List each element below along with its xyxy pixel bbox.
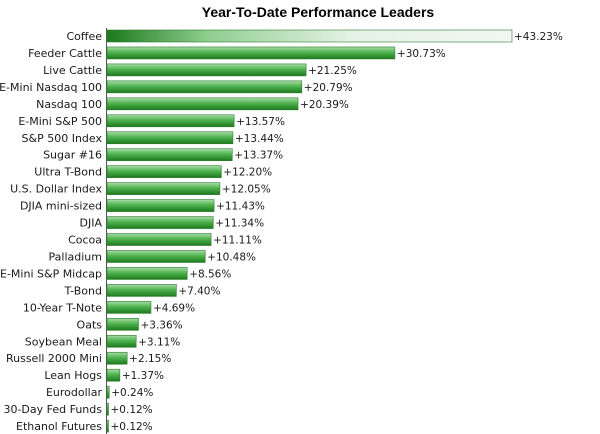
category-label: DJIA bbox=[80, 217, 103, 230]
category-label: Cocoa bbox=[68, 234, 102, 247]
bar-9 bbox=[106, 165, 222, 178]
bar-12 bbox=[106, 216, 214, 229]
value-label: +4.69% bbox=[153, 302, 195, 314]
category-label: Coffee bbox=[66, 30, 102, 43]
value-label: +12.05% bbox=[222, 184, 271, 196]
bar-20 bbox=[106, 351, 128, 365]
category-label: E-Mini S&P Midcap bbox=[0, 267, 102, 280]
category-label: S&P 500 Index bbox=[22, 132, 103, 145]
value-label: +0.12% bbox=[111, 421, 153, 433]
value-label: +0.24% bbox=[111, 387, 153, 399]
value-label: +13.57% bbox=[236, 116, 285, 128]
category-label: 10-Year T-Note bbox=[23, 301, 102, 314]
bar-5 bbox=[106, 97, 299, 111]
category-label: Nasdaq 100 bbox=[36, 98, 102, 111]
category-label: Eurodollar bbox=[46, 386, 102, 399]
bar-7 bbox=[106, 131, 234, 145]
bar-8 bbox=[106, 148, 233, 162]
bar-2 bbox=[106, 46, 396, 60]
value-label: +20.79% bbox=[304, 82, 353, 94]
category-label: DJIA mini-sized bbox=[20, 200, 102, 213]
category-label: 30-Day Fed Funds bbox=[3, 403, 102, 416]
category-label: Oats bbox=[77, 318, 103, 331]
bar-1 bbox=[106, 29, 513, 43]
value-label: +20.39% bbox=[300, 99, 349, 111]
bar-19 bbox=[106, 334, 137, 348]
value-label: +21.25% bbox=[308, 65, 357, 77]
category-label: Soybean Meal bbox=[25, 335, 102, 348]
bar-18 bbox=[106, 318, 139, 331]
bar-4 bbox=[106, 80, 303, 94]
bar-3 bbox=[106, 63, 307, 77]
value-label: +11.43% bbox=[216, 201, 265, 213]
bar-15 bbox=[106, 267, 188, 280]
category-label: E-Mini S&P 500 bbox=[18, 115, 102, 128]
value-label: +30.73% bbox=[397, 48, 446, 60]
value-label: +12.20% bbox=[223, 167, 272, 179]
category-label: T-Bond bbox=[63, 284, 102, 297]
bar-14 bbox=[106, 250, 206, 263]
bar-24 bbox=[106, 419, 109, 433]
bar-10 bbox=[106, 182, 221, 195]
category-label: Lean Hogs bbox=[44, 369, 102, 382]
value-label: +1.37% bbox=[122, 370, 164, 382]
value-label: +43.23% bbox=[514, 31, 563, 43]
value-label: +3.11% bbox=[138, 336, 180, 348]
bar-16 bbox=[106, 284, 177, 297]
value-label: +13.44% bbox=[235, 133, 284, 145]
category-label: Ethanol Futures bbox=[16, 420, 102, 433]
category-label: Ultra T-Bond bbox=[34, 166, 102, 179]
category-label: Russell 2000 Mini bbox=[6, 352, 102, 365]
category-label: E-Mini Nasdaq 100 bbox=[0, 81, 102, 94]
value-label: +7.40% bbox=[178, 285, 220, 297]
category-label: U.S. Dollar Index bbox=[10, 183, 102, 196]
value-label: +0.12% bbox=[111, 404, 153, 416]
value-label: +11.11% bbox=[213, 235, 262, 247]
bar-17 bbox=[106, 301, 152, 314]
category-label: Palladium bbox=[49, 250, 102, 263]
bar-22 bbox=[106, 385, 110, 399]
bar-21 bbox=[106, 368, 121, 382]
value-label: +2.15% bbox=[129, 353, 171, 365]
value-label: +13.37% bbox=[234, 150, 283, 162]
bar-13 bbox=[106, 233, 212, 246]
bar-23 bbox=[106, 402, 109, 416]
category-label: Sugar #16 bbox=[43, 149, 102, 162]
value-label: +11.34% bbox=[215, 218, 264, 230]
chart-title: Year-To-Date Performance Leaders bbox=[201, 4, 435, 20]
value-label: +3.36% bbox=[140, 319, 182, 331]
value-label: +8.56% bbox=[189, 268, 231, 280]
category-label: Feeder Cattle bbox=[28, 47, 102, 60]
bar-11 bbox=[106, 199, 215, 212]
value-label: +10.48% bbox=[207, 251, 256, 263]
category-label: Live Cattle bbox=[43, 64, 102, 77]
bar-6 bbox=[106, 114, 235, 128]
